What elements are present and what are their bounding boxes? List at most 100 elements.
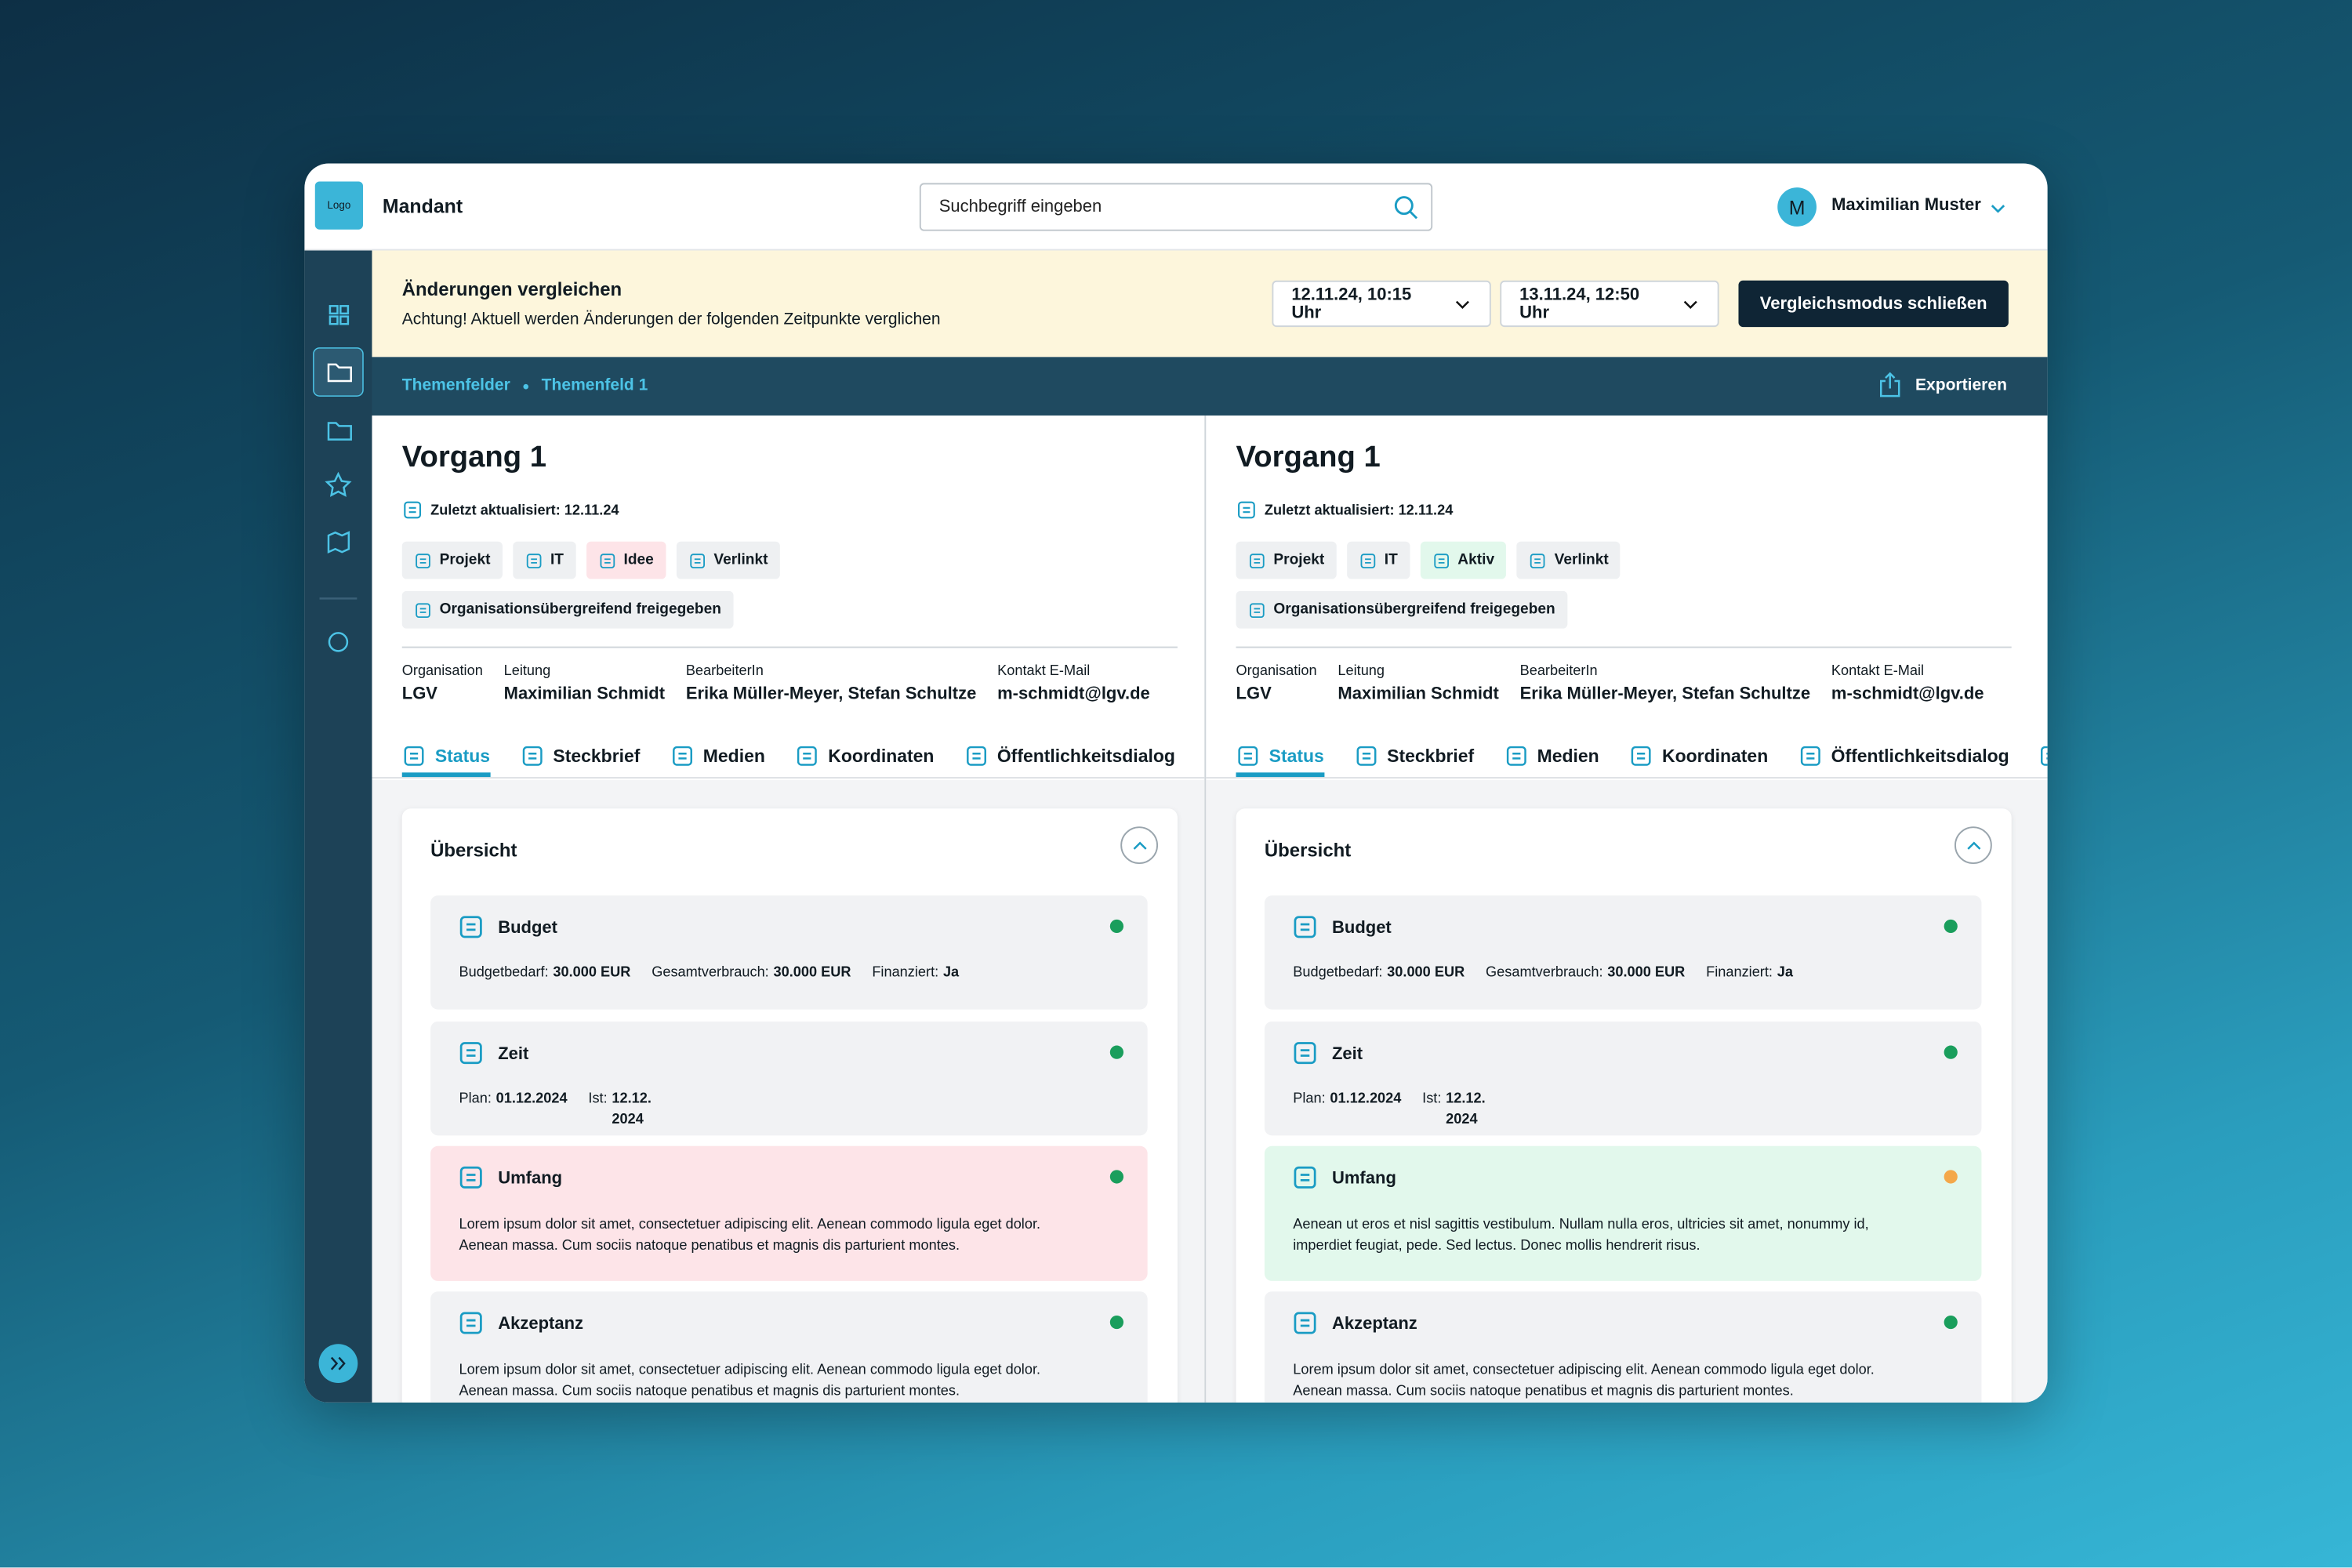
- user-name[interactable]: Maximilian Muster: [1831, 196, 1981, 215]
- icon: [458, 1309, 485, 1336]
- info-field: BearbeiterIn Erika Müller-Meyer, Stefan S…: [686, 663, 977, 704]
- tag-chip[interactable]: Projekt: [401, 541, 503, 579]
- tag-chip[interactable]: Projekt: [1236, 541, 1337, 579]
- icon-graphic: [600, 553, 615, 568]
- separator: [401, 646, 1178, 648]
- tab[interactable]: Öffentlichkeitsdialog: [964, 734, 1175, 777]
- status-item: Umfang Aenean ut eros et nisl sagittis ve…: [1264, 1145, 1982, 1281]
- status-body: Plan: 01.12.2024 Ist: 12.12. 2024: [1293, 1089, 1494, 1131]
- status-field: Budgetbedarf: 30.000 EUR: [459, 963, 630, 984]
- status-dot: [1944, 1170, 1958, 1184]
- icon-graphic: [1433, 553, 1449, 568]
- status-body: Plan: 01.12.2024 Ist: 12.12. 2024: [459, 1089, 659, 1131]
- icon: [1359, 551, 1377, 569]
- tab-label: Öffentlichkeitsdialog: [1831, 744, 2009, 766]
- expand-button[interactable]: [318, 1344, 358, 1384]
- collapse-button[interactable]: [1120, 826, 1159, 865]
- icon: [520, 743, 544, 768]
- shared-chip[interactable]: Organisationsübergreifend freigegeben: [1236, 590, 1568, 629]
- date-dropdown[interactable]: 12.11.24, 10:15 Uhr: [1272, 280, 1491, 328]
- section-title: Übersicht: [1264, 840, 1352, 862]
- tab[interactable]: Öffentlichkeitsdialog: [1798, 734, 2009, 777]
- nav-map[interactable]: [327, 531, 350, 554]
- tag-chip[interactable]: Verlinkt: [1516, 541, 1621, 579]
- separator: [1236, 646, 2012, 648]
- tab[interactable]: Koordinaten: [1629, 734, 1768, 777]
- tag-chip[interactable]: IT: [513, 541, 576, 579]
- icon-graphic: [1294, 1312, 1316, 1334]
- icon: [402, 743, 426, 768]
- nav-folder[interactable]: [327, 363, 352, 383]
- tab[interactable]: Status: [401, 734, 491, 778]
- field-label: Gesamtverbrauch:: [652, 964, 769, 982]
- icon: [964, 743, 989, 768]
- icon-graphic: [459, 1312, 482, 1334]
- tag-label: IT: [1384, 552, 1398, 569]
- nav-dashboard[interactable]: [328, 305, 350, 325]
- collapse-button[interactable]: [1954, 826, 1992, 865]
- icon: [1629, 743, 1653, 768]
- field-label: Finanziert:: [872, 964, 939, 982]
- icon-graphic: [1506, 745, 1526, 765]
- shared-chip[interactable]: Organisationsübergreifend freigegeben: [401, 590, 734, 629]
- date-dropdown[interactable]: 13.11.24, 12:50 Uhr: [1500, 280, 1719, 328]
- tab-label: Steckbrief: [1387, 744, 1475, 766]
- icon-graphic: [459, 1166, 482, 1189]
- status-dot: [1944, 1315, 1958, 1330]
- icon-graphic: [1356, 745, 1376, 765]
- tab-label: Öffentlichkeitsdialog: [996, 744, 1175, 766]
- info-value: Maximilian Schmidt: [1338, 685, 1499, 704]
- status-field: Ist: 12.12. 2024: [1422, 1089, 1494, 1131]
- status-title: Budget: [498, 919, 557, 938]
- field-label: Plan:: [459, 1090, 492, 1107]
- tag-chip[interactable]: Aktiv: [1420, 541, 1507, 579]
- sidebar: [304, 250, 372, 1403]
- breadcrumb-item[interactable]: Themenfeld 1: [541, 376, 648, 395]
- icon-graphic: [1249, 553, 1265, 568]
- nav-settings[interactable]: [328, 632, 349, 652]
- info-field: Organisation LGV: [1236, 663, 1317, 704]
- field-value: 12.12. 2024: [1446, 1090, 1486, 1128]
- status-field: Plan: 01.12.2024: [1293, 1089, 1401, 1110]
- nav-shared-folder[interactable]: [327, 422, 352, 441]
- tab[interactable]: Medien: [670, 734, 765, 777]
- status-item: Budget Budgetbedarf: 30.000 EUR Gesamtverbr…: [430, 895, 1148, 1010]
- tenant-name: Mandant: [382, 194, 463, 218]
- breadcrumb-item[interactable]: Themenfelder: [401, 376, 510, 395]
- tab-label: Medien: [702, 744, 765, 766]
- search-box[interactable]: Suchbegriff eingeben: [919, 183, 1433, 231]
- tag-chip[interactable]: Idee: [586, 541, 666, 579]
- tag-label: Projekt: [1273, 552, 1325, 569]
- info-label: Kontakt E-Mail: [997, 662, 1091, 680]
- compare-note: Achtung! Aktuell werden Änderungen der f…: [401, 310, 941, 329]
- tab[interactable]: Status: [1236, 734, 1324, 778]
- tag-chip[interactable]: IT: [1346, 541, 1410, 579]
- info-field: Leitung Maximilian Schmidt: [504, 663, 665, 704]
- tab[interactable]: Steckbrief: [1354, 734, 1474, 777]
- tag-label: Projekt: [439, 552, 491, 569]
- tab[interactable]: Koordinaten: [795, 734, 934, 777]
- export-icon: [1879, 372, 1900, 397]
- nav-favorites[interactable]: [325, 471, 352, 497]
- info-value: LGV: [401, 685, 437, 704]
- status-text: Lorem ipsum dolor sit amet, consectetuer…: [459, 1362, 1041, 1400]
- info-field: Leitung Maximilian Schmidt: [1338, 663, 1498, 704]
- icon-graphic: [2041, 745, 2048, 765]
- icon: [1354, 743, 1378, 768]
- icon: [1291, 1309, 1318, 1336]
- icon-graphic: [1530, 553, 1545, 568]
- tab[interactable]: Medien: [1504, 734, 1599, 777]
- status-item: Budget Budgetbedarf: 30.000 EUR Gesamtverbr…: [1264, 895, 1982, 1010]
- user-chevron[interactable]: [1989, 201, 2007, 216]
- user-avatar[interactable]: M: [1777, 187, 1817, 227]
- breadcrumb-bar: Themenfelder ● Themenfeld 1 Exportieren: [372, 357, 2048, 416]
- logo[interactable]: Logo: [314, 181, 364, 230]
- close-compare-button[interactable]: Vergleichsmodus schließen: [1738, 280, 2009, 328]
- export-button[interactable]: Exportieren: [1878, 372, 2007, 397]
- expand-icon: [330, 1356, 346, 1370]
- nav-active-bg[interactable]: [313, 347, 364, 397]
- icon: [795, 743, 819, 768]
- tab[interactable]: Steckbrief: [520, 734, 640, 777]
- tag-chip[interactable]: Verlinkt: [676, 541, 780, 579]
- collapse-icon: [1966, 840, 1980, 849]
